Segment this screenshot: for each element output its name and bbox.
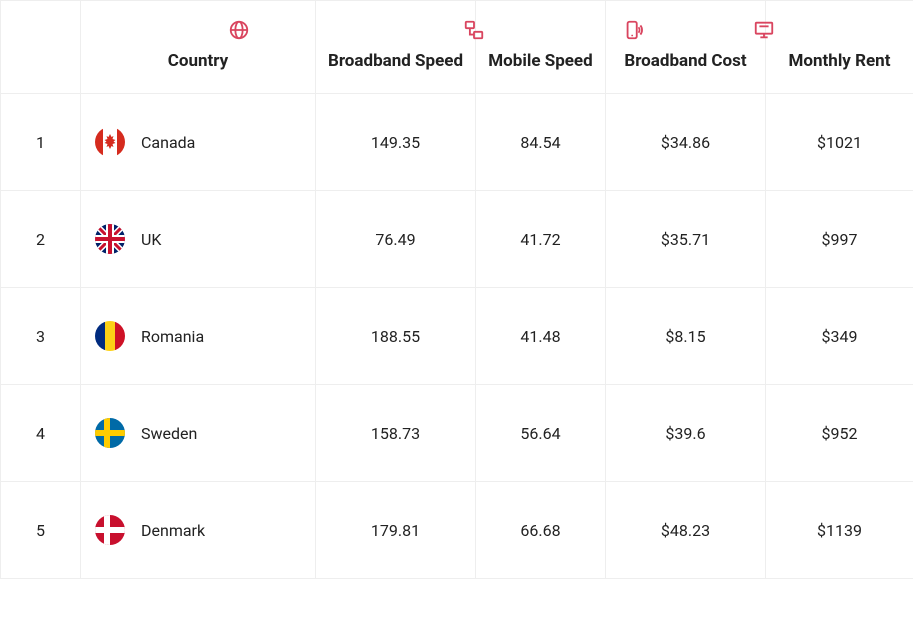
header-monthly-rent: Monthly Rent [766, 1, 913, 94]
cell-broadband-cost: $34.86 [606, 94, 766, 191]
cell-country: Romania [81, 288, 316, 385]
cell-rank: 1 [1, 94, 81, 191]
table-row: 2 UK 76.4941.72$35.71$997 [1, 191, 913, 288]
cell-monthly-rent: $1021 [766, 94, 913, 191]
header-broadband-cost: Broadband Cost [606, 1, 766, 94]
comparison-table: Country Broadband Speed Mobile Speed Bro… [0, 0, 913, 579]
cell-monthly-rent: $997 [766, 191, 913, 288]
cell-rank: 5 [1, 482, 81, 579]
table-row: 1 Canada 149.3584.54$34.86$1021 [1, 94, 913, 191]
flag-icon [95, 127, 125, 157]
cell-country: Sweden [81, 385, 316, 482]
cell-broadband-cost: $35.71 [606, 191, 766, 288]
country-name: Romania [141, 327, 204, 346]
cell-rank: 2 [1, 191, 81, 288]
table-row: 3 Romania 188.5541.48$8.15$349 [1, 288, 913, 385]
header-label: Broadband Speed [328, 51, 463, 71]
flag-icon [95, 321, 125, 351]
cell-monthly-rent: $349 [766, 288, 913, 385]
country-name: Sweden [141, 424, 197, 443]
cell-broadband-cost: $39.6 [606, 385, 766, 482]
header-label: Mobile Speed [488, 51, 592, 71]
header-label: Monthly Rent [789, 51, 891, 71]
cell-broadband-speed: 149.35 [316, 94, 476, 191]
cell-mobile-speed: 41.72 [476, 191, 606, 288]
flag-icon [95, 418, 125, 448]
header-label: Country [168, 51, 228, 71]
cell-broadband-speed: 179.81 [316, 482, 476, 579]
cell-broadband-cost: $48.23 [606, 482, 766, 579]
cell-broadband-speed: 76.49 [316, 191, 476, 288]
country-name: Denmark [141, 521, 205, 540]
cell-country: Canada [81, 94, 316, 191]
country-name: UK [141, 230, 161, 249]
flag-icon [95, 224, 125, 254]
flag-icon [95, 515, 125, 545]
header-label: Broadband Cost [624, 51, 746, 71]
cell-broadband-speed: 188.55 [316, 288, 476, 385]
cell-rank: 4 [1, 385, 81, 482]
table-header-row: Country Broadband Speed Mobile Speed Bro… [1, 1, 913, 94]
cell-mobile-speed: 66.68 [476, 482, 606, 579]
cell-mobile-speed: 84.54 [476, 94, 606, 191]
cell-monthly-rent: $952 [766, 385, 913, 482]
cell-rank: 3 [1, 288, 81, 385]
cell-monthly-rent: $1139 [766, 482, 913, 579]
header-mobile-speed: Mobile Speed [476, 1, 606, 94]
cell-broadband-cost: $8.15 [606, 288, 766, 385]
header-broadband-speed: Broadband Speed [316, 1, 476, 94]
table-row: 5 Denmark 179.8166.68$48.23$1139 [1, 482, 913, 579]
country-name: Canada [141, 133, 195, 152]
header-rank [1, 1, 81, 94]
home-icon [774, 19, 913, 41]
cell-mobile-speed: 56.64 [476, 385, 606, 482]
cell-country: Denmark [81, 482, 316, 579]
cell-broadband-speed: 158.73 [316, 385, 476, 482]
header-country: Country [81, 1, 316, 94]
cell-mobile-speed: 41.48 [476, 288, 606, 385]
cell-country: UK [81, 191, 316, 288]
table-row: 4 Sweden 158.7356.64$39.6$952 [1, 385, 913, 482]
